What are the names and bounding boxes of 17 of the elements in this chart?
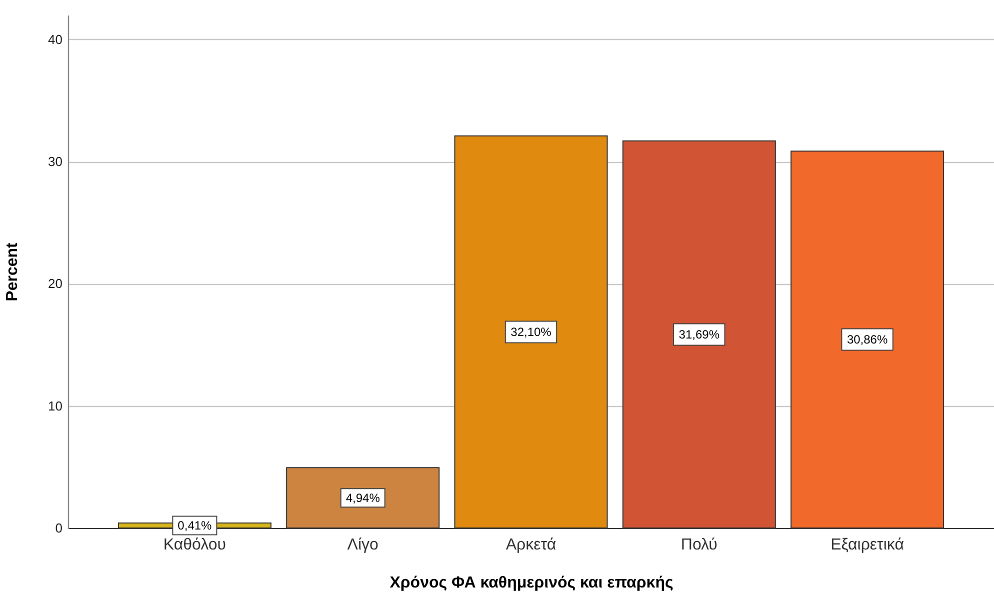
data-label: 32,10% <box>510 324 552 339</box>
x-tick-label: Εξαιρετικά <box>830 536 904 554</box>
y-tick-label: 10 <box>48 398 62 414</box>
x-tick-label: Αρκετά <box>506 536 556 554</box>
data-label: 30,86% <box>846 332 888 347</box>
data-label: 4,94% <box>346 490 380 505</box>
data-label: 0,41% <box>178 518 212 532</box>
y-tick-label: 30 <box>48 154 62 170</box>
x-tick-label: Πολύ <box>680 536 718 554</box>
y-tick-label: 40 <box>48 32 62 47</box>
y-tick-label: 0 <box>55 520 62 536</box>
data-label: 31,69% <box>678 327 720 342</box>
y-axis-title: Percent <box>4 242 22 302</box>
x-tick-label: Καθόλου <box>163 536 226 554</box>
x-tick-label: Λίγο <box>347 536 379 554</box>
y-tick-label: 20 <box>48 276 62 292</box>
x-axis-title: Χρόνος ΦΑ καθημερινός και επαρκής <box>390 574 674 592</box>
